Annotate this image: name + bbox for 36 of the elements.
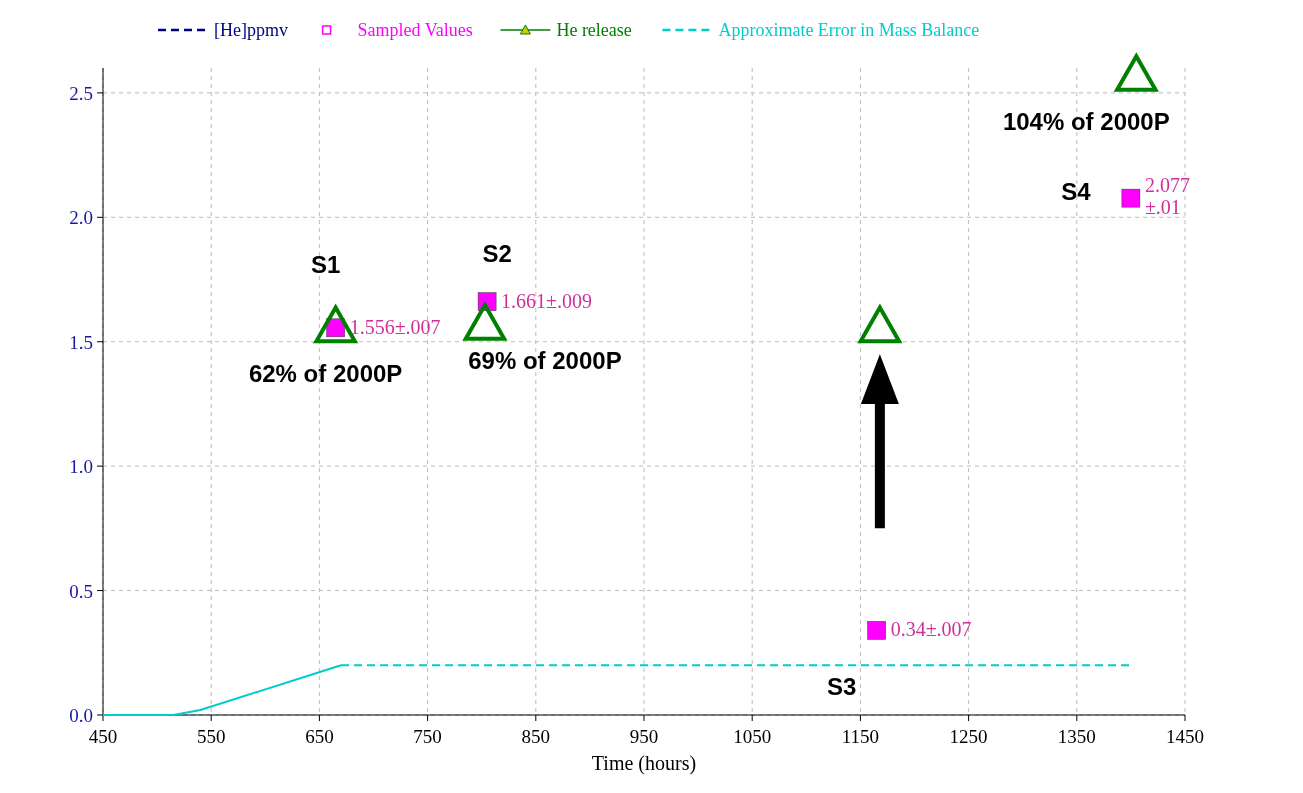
- y-tick-label: 1.5: [69, 331, 93, 353]
- annotation: S1: [310, 250, 341, 278]
- legend-label: Approximate Error in Mass Balance: [718, 20, 980, 40]
- data-label: 1.556±.007: [349, 315, 441, 338]
- y-tick-label: 1.0: [69, 456, 93, 478]
- x-tick-label: 1050: [733, 726, 772, 747]
- x-tick-label: 550: [196, 726, 226, 747]
- data-label: 0.34±.007: [890, 618, 972, 641]
- x-tick-label: 450: [88, 726, 118, 747]
- x-tick-label: 1250: [949, 726, 988, 747]
- annotation: S3: [826, 673, 857, 701]
- annotation: 104% of 2000P: [1002, 108, 1170, 136]
- point: [867, 621, 886, 640]
- y-tick-label: 2.0: [69, 207, 93, 229]
- legend-label: Sampled Values: [357, 20, 473, 40]
- annotation: S2: [482, 239, 512, 267]
- x-tick-label: 1450: [1166, 726, 1204, 747]
- x-tick-label: 750: [413, 726, 442, 747]
- legend-label: [He]ppmv: [214, 20, 288, 40]
- point: [1115, 54, 1158, 92]
- legend-label: He release: [556, 20, 632, 40]
- data-label: 2.077 ±.01: [1144, 174, 1190, 219]
- x-tick-label: 650: [305, 726, 334, 747]
- y-tick-label: 0.0: [69, 705, 93, 726]
- annotation: 62% of 2000P: [248, 359, 403, 387]
- x-axis-title: Time (hours): [591, 752, 697, 775]
- x-tick-label: 1150: [841, 726, 880, 747]
- annotation: S4: [1061, 178, 1092, 206]
- x-tick-label: 1350: [1057, 726, 1096, 747]
- x-tick-label: 850: [521, 726, 551, 747]
- y-tick-label: 0.5: [69, 580, 93, 602]
- point: [1121, 188, 1141, 208]
- data-label: 1.661±.009: [501, 289, 593, 312]
- annotation: 69% of 2000P: [468, 347, 622, 375]
- y-tick-label: 2.5: [69, 82, 93, 104]
- x-tick-label: 950: [629, 726, 659, 747]
